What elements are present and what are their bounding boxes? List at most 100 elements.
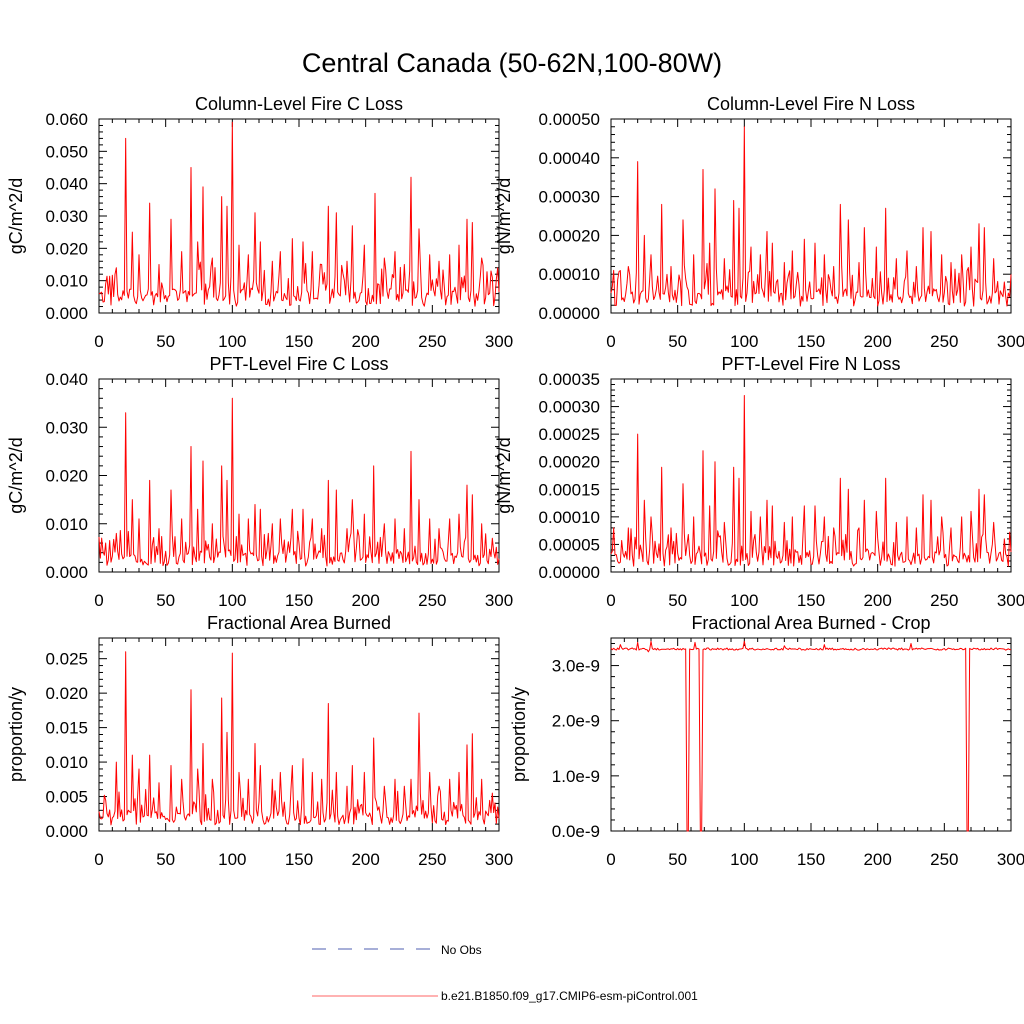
chart-0-y-tick-label: 0.030 — [45, 207, 88, 226]
chart-3-x-tick-label: 150 — [797, 591, 825, 610]
chart-3-x-tick-label: 200 — [863, 591, 891, 610]
panel-grid: 0 50 100 150 200 250 300 0.000 0.010 0.020 0.030 0.… — [6, 94, 1024, 869]
chart-1-x-tick-label: 150 — [797, 332, 825, 351]
chart-2-x-tick-label: 200 — [351, 591, 379, 610]
chart-0-frame — [98, 118, 500, 314]
chart-3-y-tick-label: 0.00030 — [539, 398, 600, 417]
chart-3-x-tick-label: 100 — [730, 591, 758, 610]
chart-2-x-tick-label: 100 — [218, 591, 246, 610]
chart-0-title: Column-Level Fire C Loss — [195, 94, 403, 114]
chart-4-ylabel: proportion/y — [6, 687, 26, 782]
figure-title: Central Canada (50-62N,100-80W) — [302, 48, 722, 78]
chart-4-x-tick-label: 0 — [94, 850, 103, 869]
chart-2-y-tick-label: 0.040 — [45, 370, 88, 389]
chart-2-title: PFT-Level Fire C Loss — [209, 354, 388, 374]
chart-0: 0 50 100 150 200 250 300 0.000 0.010 0.020 0.030 0.… — [6, 94, 513, 351]
chart-3-y-tick-label: 0.00015 — [539, 480, 600, 499]
chart-2-y-tick-label: 0.000 — [45, 563, 88, 582]
chart-0-x-tick-label: 250 — [418, 332, 446, 351]
chart-5-y-tick-label: 0.0e-9 — [552, 822, 600, 841]
chart-1-frame — [610, 118, 1012, 314]
chart-5-title: Fractional Area Burned - Crop — [691, 613, 930, 633]
chart-4-frame — [98, 637, 500, 832]
chart-2-y-tick-label: 0.010 — [45, 515, 88, 534]
chart-5-x-tick-label: 0 — [606, 850, 615, 869]
chart-3-title: PFT-Level Fire N Loss — [721, 354, 900, 374]
chart-1-x-tick-label: 250 — [930, 332, 958, 351]
chart-0-x-tick-label: 0 — [94, 332, 103, 351]
chart-0-x-tick-label: 100 — [218, 332, 246, 351]
chart-3-y-tick-label: 0.00020 — [539, 453, 600, 472]
chart-1-x-tick-label: 50 — [668, 332, 687, 351]
chart-1-y-tick-label: 0.00010 — [539, 265, 600, 284]
chart-1-y-tick-label: 0.00030 — [539, 188, 600, 207]
chart-3-ylabel: gN/m^2/d — [494, 437, 514, 513]
chart-5-frame — [610, 637, 1012, 832]
chart-3-x-tick-label: 300 — [997, 591, 1024, 610]
chart-3-frame — [610, 378, 1012, 573]
chart-4-y-tick-label: 0.005 — [45, 788, 88, 807]
chart-1-x-tick-label: 200 — [863, 332, 891, 351]
chart-2: 0 50 100 150 200 250 300 0.000 0.010 0.020 0.030 0.… — [6, 354, 513, 610]
legend: No Obs b.e21.B1850.f09_g17.CMIP6-esm-piC… — [312, 943, 698, 1003]
chart-4-y-tick-label: 0.025 — [45, 650, 88, 669]
chart-1-y-tick-label: 0.00020 — [539, 226, 600, 245]
chart-5-y-tick-label: 2.0e-9 — [552, 712, 600, 731]
chart-5: 0 50 100 150 200 250 300 0.0e-9 1.0e-9 2.0e-9 3.0e… — [509, 613, 1024, 869]
chart-4-x-tick-label: 100 — [218, 850, 246, 869]
chart-0-x-tick-label: 150 — [285, 332, 313, 351]
chart-0-y-tick-label: 0.050 — [45, 142, 88, 161]
chart-5-x-tick-label: 100 — [730, 850, 758, 869]
chart-5-x-tick-label: 150 — [797, 850, 825, 869]
chart-1-title: Column-Level Fire N Loss — [707, 94, 915, 114]
chart-0-y-tick-label: 0.060 — [45, 110, 88, 129]
chart-3-x-tick-label: 50 — [668, 591, 687, 610]
chart-4-x-tick-label: 50 — [156, 850, 175, 869]
chart-5-x-tick-label: 300 — [997, 850, 1024, 869]
chart-1-y-tick-label: 0.00050 — [539, 110, 600, 129]
chart-1-ylabel: gN/m^2/d — [494, 178, 514, 254]
chart-2-x-tick-label: 0 — [94, 591, 103, 610]
chart-5-x-tick-label: 250 — [930, 850, 958, 869]
chart-5-series-line — [610, 640, 1012, 832]
chart-4-series-line — [98, 651, 500, 826]
chart-3-series-line — [610, 395, 1012, 567]
chart-1-x-tick-label: 0 — [606, 332, 615, 351]
chart-2-ylabel: gC/m^2/d — [6, 437, 26, 513]
chart-0-y-tick-label: 0.020 — [45, 239, 88, 258]
chart-0-ylabel: gC/m^2/d — [6, 178, 26, 254]
chart-0-series-line — [98, 121, 500, 307]
chart-3-y-tick-label: 0.00005 — [539, 535, 600, 554]
chart-1-x-tick-label: 100 — [730, 332, 758, 351]
chart-3-x-tick-label: 0 — [606, 591, 615, 610]
chart-3: 0 50 100 150 200 250 300 0.00000 0.00005 0.00010 0… — [494, 354, 1024, 610]
chart-2-y-tick-label: 0.020 — [45, 467, 88, 486]
chart-4: 0 50 100 150 200 250 300 0.000 0.005 0.010 0.015 0.… — [6, 613, 513, 869]
chart-2-y-tick-label: 0.030 — [45, 418, 88, 437]
chart-2-series-line — [98, 397, 500, 567]
chart-4-x-tick-label: 250 — [418, 850, 446, 869]
chart-0-x-tick-label: 300 — [485, 332, 513, 351]
chart-0-y-tick-label: 0.040 — [45, 175, 88, 194]
chart-4-y-tick-label: 0.015 — [45, 719, 88, 738]
chart-0-y-tick-label: 0.010 — [45, 272, 88, 291]
chart-2-x-tick-label: 300 — [485, 591, 513, 610]
chart-4-x-tick-label: 200 — [351, 850, 379, 869]
chart-4-x-tick-label: 150 — [285, 850, 313, 869]
chart-5-x-tick-label: 50 — [668, 850, 687, 869]
chart-1-x-tick-label: 300 — [997, 332, 1024, 351]
chart-4-y-tick-label: 0.000 — [45, 822, 88, 841]
chart-5-y-tick-label: 3.0e-9 — [552, 657, 600, 676]
chart-3-y-tick-label: 0.00010 — [539, 508, 600, 527]
chart-2-x-tick-label: 150 — [285, 591, 313, 610]
chart-0-x-tick-label: 50 — [156, 332, 175, 351]
chart-1: 0 50 100 150 200 250 300 0.00000 0.00010 0.00020 0… — [494, 94, 1024, 351]
chart-3-y-tick-label: 0.00000 — [539, 563, 600, 582]
chart-3-x-tick-label: 250 — [930, 591, 958, 610]
chart-3-y-tick-label: 0.00025 — [539, 425, 600, 444]
chart-4-y-tick-label: 0.020 — [45, 684, 88, 703]
legend-label-no-obs: No Obs — [441, 943, 482, 957]
chart-1-y-tick-label: 0.00000 — [539, 304, 600, 323]
chart-4-title: Fractional Area Burned — [207, 613, 391, 633]
